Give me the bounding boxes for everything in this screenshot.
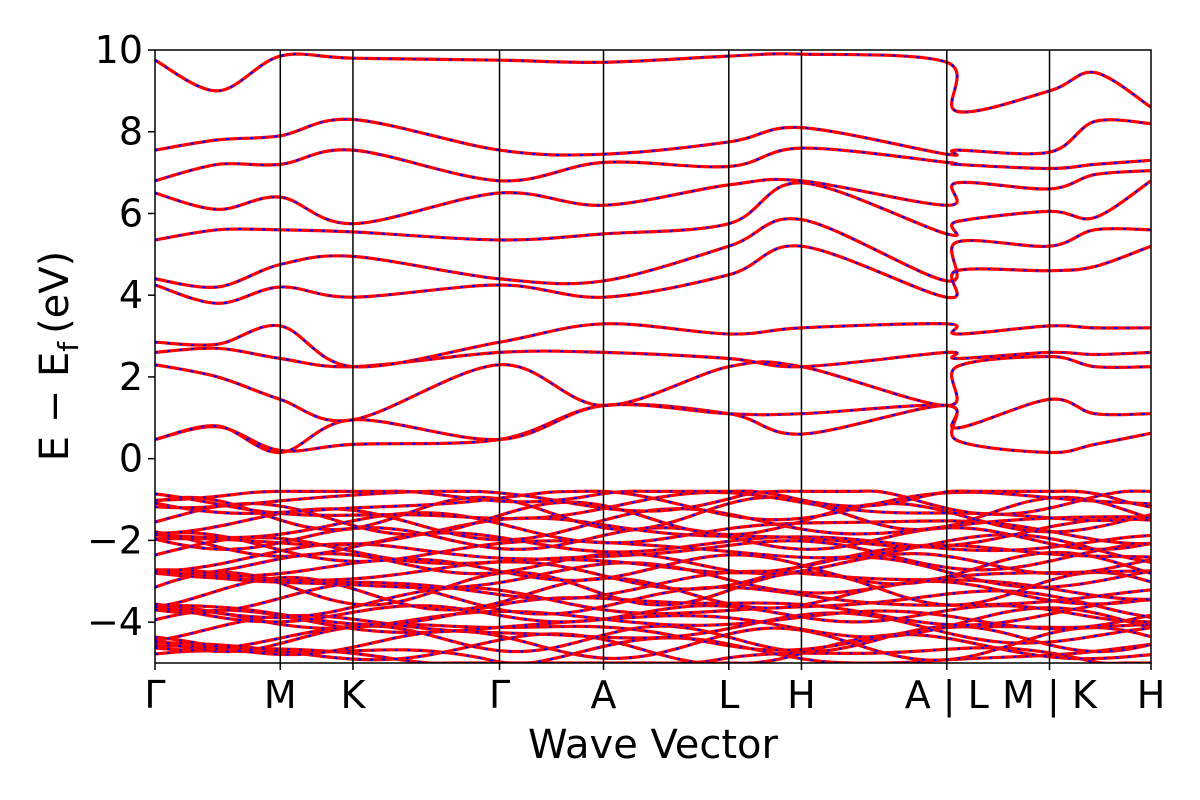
valence-band-dft	[155, 596, 1151, 627]
valence-band-wannier	[155, 581, 1151, 616]
x-tick-label: L	[718, 673, 739, 717]
valence-band-wannier	[155, 586, 1151, 619]
y-axis-title-sub: f	[52, 341, 85, 352]
y-axis-title-unit: (eV)	[32, 251, 78, 334]
valence-band-wannier	[155, 606, 1151, 630]
band-line-wannier	[155, 347, 1151, 368]
bands-layer	[155, 52, 1151, 663]
y-tick-label: 8	[119, 110, 143, 154]
band-line-dft	[155, 322, 1151, 369]
x-tick-label: Γ	[489, 673, 510, 717]
band-line-wannier	[155, 118, 1151, 157]
y-axis-title: E − Ef (eV)	[32, 251, 85, 462]
x-tick-label: A | L	[905, 673, 989, 718]
valence-band-wannier	[155, 531, 1151, 564]
y-tick-label: 2	[119, 355, 143, 399]
y-axis: −4 −2 0 2 4 6 8 10	[87, 28, 155, 644]
high-symmetry-lines	[279, 50, 1051, 663]
band-line-wannier	[155, 217, 1151, 289]
valence-band-dft	[155, 489, 1151, 509]
valence-band-wannier	[155, 625, 1151, 653]
band-line-dft	[155, 52, 1151, 114]
x-tick-label: M	[264, 673, 297, 717]
valence-band-wannier	[155, 623, 1151, 652]
band-line-dft	[155, 397, 1151, 455]
x-tick-label: A	[591, 673, 617, 717]
band-line-wannier	[155, 355, 1151, 422]
valence-band-dft	[155, 550, 1151, 586]
plot-frame	[154, 49, 1152, 664]
x-tick-label: K	[340, 673, 366, 717]
x-tick-label: H	[787, 673, 816, 717]
valence-band-wannier	[155, 571, 1151, 607]
band-line-dft	[155, 169, 1151, 226]
valence-band-dft	[155, 632, 1151, 663]
x-tick-label: M | K	[1002, 673, 1098, 718]
y-axis-title-main: E − E	[32, 352, 78, 462]
x-tick-label: H	[1137, 673, 1166, 717]
valence-band-dft	[155, 516, 1151, 549]
valence-band-wannier	[155, 491, 1151, 522]
valence-band-wannier	[155, 530, 1151, 558]
valence-band-wannier	[155, 604, 1151, 623]
x-tick-label: Γ	[144, 673, 165, 717]
valence-band-wannier	[155, 646, 1151, 663]
band-line-dft	[155, 244, 1151, 306]
y-tick-label: −2	[87, 518, 143, 562]
valence-band-dft	[155, 555, 1151, 591]
valence-band-wannier	[155, 606, 1151, 638]
y-tick-label: 10	[95, 28, 143, 72]
valence-band-wannier	[155, 626, 1151, 662]
y-tick-label: −4	[87, 600, 143, 644]
y-tick-label: 0	[119, 437, 143, 481]
y-tick-label: 6	[119, 191, 143, 235]
valence-band-dft	[155, 489, 1151, 516]
x-axis-title: Wave Vector	[528, 722, 779, 768]
y-tick-label: 4	[119, 273, 143, 317]
band-line-dft	[155, 146, 1151, 183]
